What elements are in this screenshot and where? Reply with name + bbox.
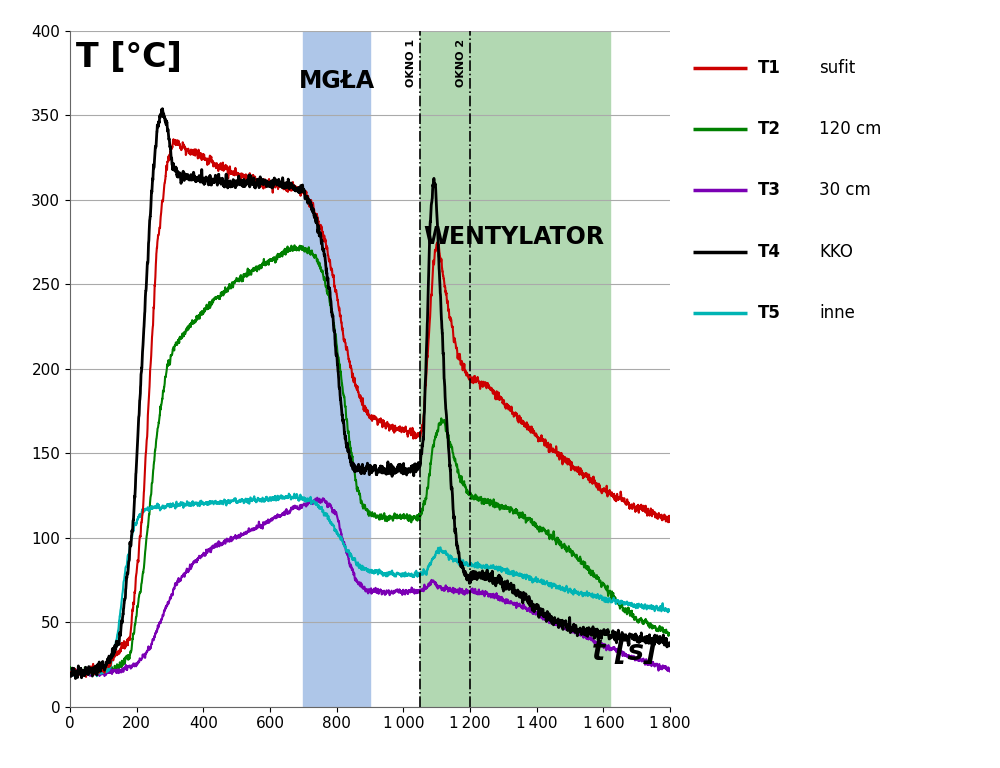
Text: T1: T1 xyxy=(758,58,781,77)
Text: T3: T3 xyxy=(758,181,781,200)
Bar xyxy=(303,31,370,707)
Text: OKNO 1: OKNO 1 xyxy=(406,39,416,88)
Text: 30 cm: 30 cm xyxy=(819,181,871,200)
Text: T5: T5 xyxy=(758,304,781,323)
Text: sufit: sufit xyxy=(819,58,856,77)
Text: WENTYLATOR: WENTYLATOR xyxy=(423,225,604,249)
Text: 120 cm: 120 cm xyxy=(819,120,882,138)
Text: T2: T2 xyxy=(758,120,781,138)
Text: T4: T4 xyxy=(758,243,781,261)
Text: KKO: KKO xyxy=(819,243,853,261)
Text: inne: inne xyxy=(819,304,855,323)
Bar xyxy=(420,31,610,707)
Text: T [°C]: T [°C] xyxy=(76,41,182,74)
Text: MGŁA: MGŁA xyxy=(299,69,375,94)
Text: t [s]: t [s] xyxy=(592,638,657,666)
Text: OKNO 2: OKNO 2 xyxy=(456,39,466,88)
